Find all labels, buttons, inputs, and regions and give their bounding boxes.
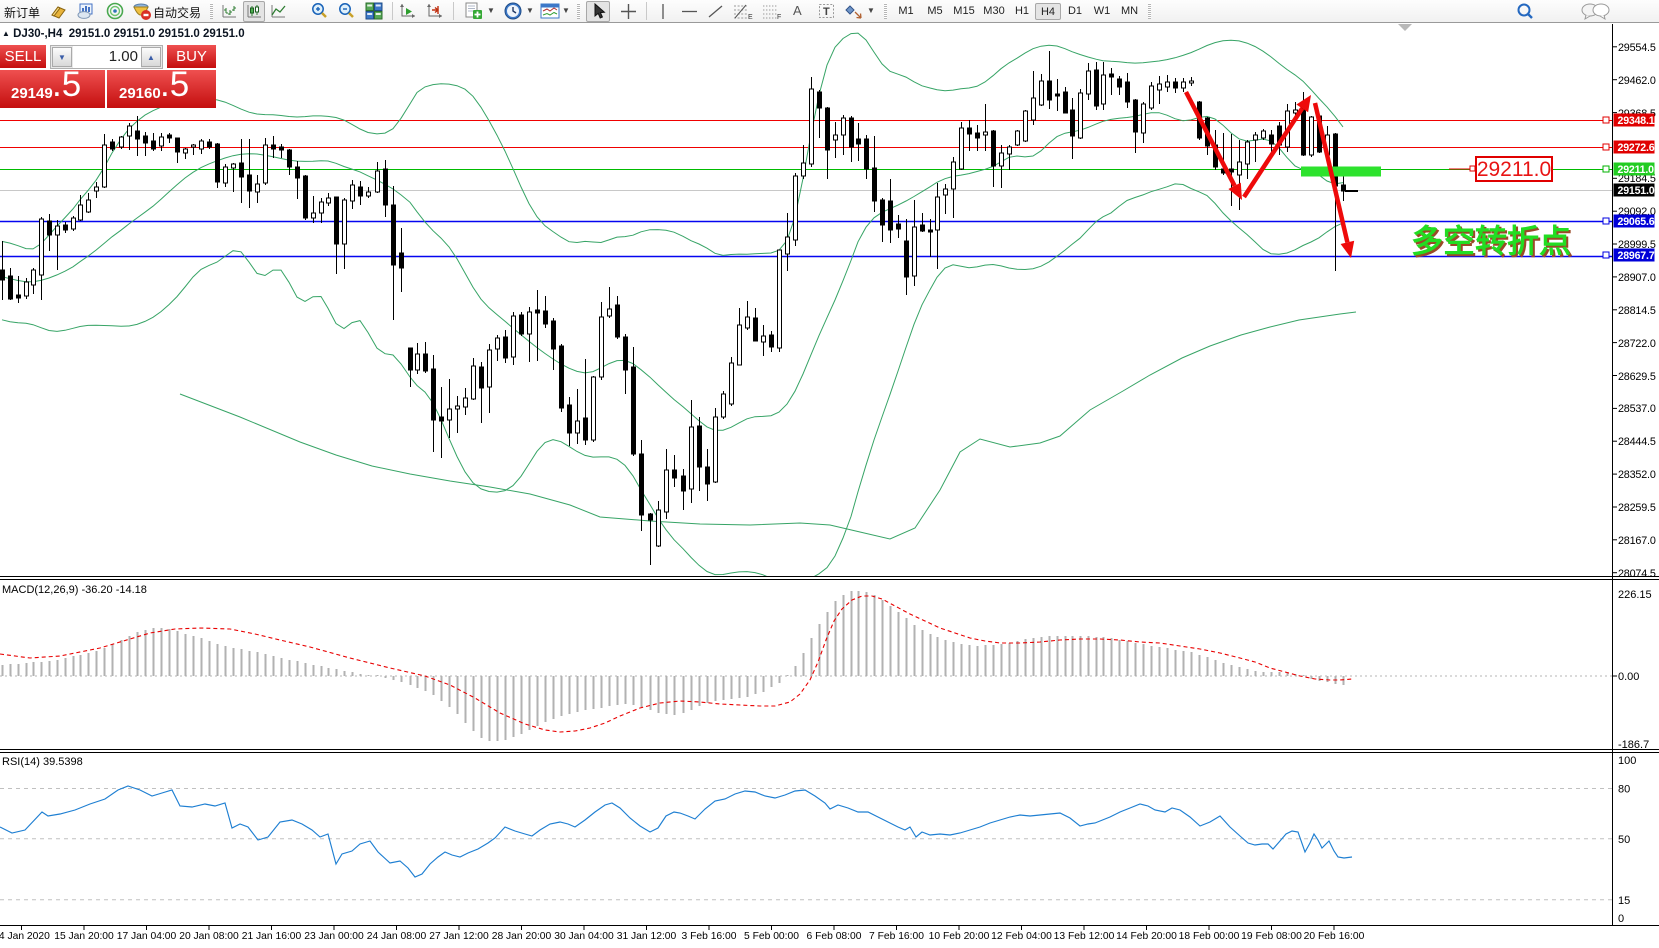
svg-text:7 Feb 16:00: 7 Feb 16:00	[869, 931, 924, 942]
svg-text:12 Feb 04:00: 12 Feb 04:00	[991, 931, 1052, 942]
svg-text:100: 100	[1618, 755, 1636, 767]
svg-text:29184.5: 29184.5	[1618, 173, 1656, 185]
svg-text:23 Jan 00:00: 23 Jan 00:00	[304, 931, 364, 942]
svg-text:RSI(14) 39.5398: RSI(14) 39.5398	[2, 756, 83, 768]
svg-text:31 Jan 12:00: 31 Jan 12:00	[617, 931, 677, 942]
svg-text:28907.0: 28907.0	[1618, 272, 1656, 284]
svg-text:T: T	[823, 6, 830, 18]
svg-text:29462.0: 29462.0	[1618, 75, 1656, 87]
svg-text:28999.5: 28999.5	[1618, 239, 1656, 251]
svg-text:28259.5: 28259.5	[1618, 502, 1656, 514]
svg-text:21 Jan 16:00: 21 Jan 16:00	[242, 931, 302, 942]
svg-text:30 Jan 04:00: 30 Jan 04:00	[554, 931, 614, 942]
svg-text:-186.7: -186.7	[1618, 739, 1649, 751]
svg-text:28352.0: 28352.0	[1618, 469, 1656, 481]
svg-text:28722.0: 28722.0	[1618, 338, 1656, 350]
svg-text:MACD(12,26,9) -36.20 -14.18: MACD(12,26,9) -36.20 -14.18	[2, 584, 147, 596]
svg-text:19 Feb 08:00: 19 Feb 08:00	[1241, 931, 1302, 942]
svg-text:28444.5: 28444.5	[1618, 436, 1656, 448]
svg-text:29348.1: 29348.1	[1618, 115, 1655, 127]
svg-text:28967.7: 28967.7	[1618, 250, 1655, 262]
svg-text:多空转折点: 多空转折点	[1413, 225, 1573, 261]
svg-text:0.00: 0.00	[1618, 671, 1639, 683]
svg-text:0: 0	[1618, 913, 1624, 925]
svg-text:14 Feb 20:00: 14 Feb 20:00	[1116, 931, 1177, 942]
svg-text:28 Jan 20:00: 28 Jan 20:00	[492, 931, 552, 942]
svg-text:27 Jan 12:00: 27 Jan 12:00	[429, 931, 489, 942]
svg-text:10 Feb 20:00: 10 Feb 20:00	[929, 931, 990, 942]
svg-text:13 Feb 12:00: 13 Feb 12:00	[1054, 931, 1115, 942]
svg-text:29211.0: 29211.0	[1618, 164, 1655, 176]
svg-text:E: E	[748, 14, 753, 20]
svg-text:50: 50	[1618, 834, 1630, 846]
svg-text:29554.5: 29554.5	[1618, 42, 1656, 54]
svg-text:15 Jan 20:00: 15 Jan 20:00	[54, 931, 114, 942]
svg-text:17 Jan 04:00: 17 Jan 04:00	[117, 931, 177, 942]
svg-text:3 Feb 16:00: 3 Feb 16:00	[682, 931, 737, 942]
svg-text:20 Feb 16:00: 20 Feb 16:00	[1304, 931, 1365, 942]
svg-text:6 Feb 08:00: 6 Feb 08:00	[807, 931, 862, 942]
svg-text:18 Feb 00:00: 18 Feb 00:00	[1179, 931, 1240, 942]
svg-text:F: F	[777, 14, 781, 20]
svg-text:28814.5: 28814.5	[1618, 305, 1656, 317]
svg-text:24 Jan 08:00: 24 Jan 08:00	[367, 931, 427, 942]
svg-text:28629.5: 28629.5	[1618, 371, 1656, 383]
svg-text:14 Jan 2020: 14 Jan 2020	[0, 931, 50, 942]
svg-text:80: 80	[1618, 784, 1630, 796]
svg-text:28537.0: 28537.0	[1618, 403, 1656, 415]
svg-text:29151.0: 29151.0	[1618, 185, 1655, 197]
svg-text:28074.5: 28074.5	[1618, 568, 1656, 580]
svg-text:多空转折点: 多空转折点	[1411, 223, 1571, 259]
svg-text:226.15: 226.15	[1618, 589, 1652, 601]
svg-text:28167.0: 28167.0	[1618, 535, 1656, 547]
svg-text:29272.6: 29272.6	[1618, 142, 1655, 154]
svg-text:29211.0: 29211.0	[1477, 158, 1551, 181]
svg-text:29065.6: 29065.6	[1618, 216, 1655, 228]
svg-text:20 Jan 08:00: 20 Jan 08:00	[179, 931, 239, 942]
svg-text:15: 15	[1618, 895, 1630, 907]
svg-text:5 Feb 00:00: 5 Feb 00:00	[744, 931, 799, 942]
